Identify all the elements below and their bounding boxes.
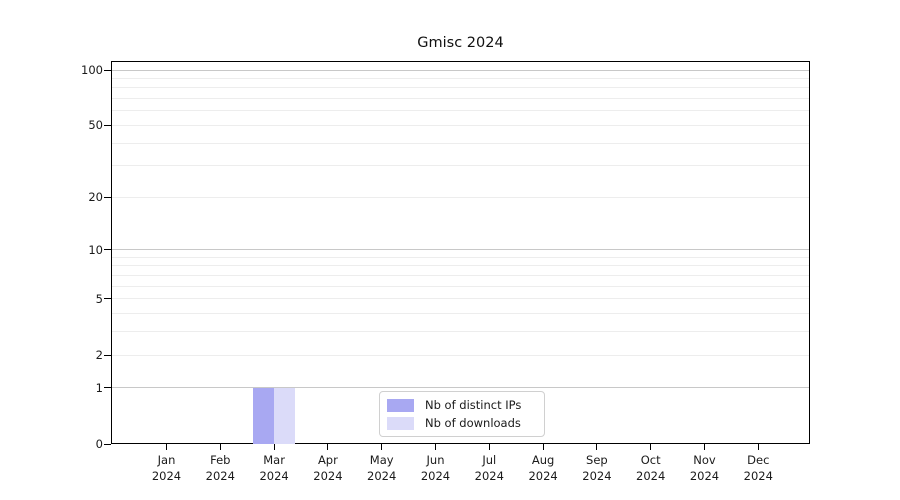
- x-tick-label: Feb 2024: [190, 452, 250, 484]
- gridline-minor: [112, 110, 809, 112]
- x-tick-label: Dec 2024: [728, 452, 788, 484]
- y-tick-label: 2: [95, 348, 103, 362]
- y-tick-mark: [104, 196, 111, 198]
- gridline-minor: [112, 196, 809, 198]
- x-tick-label: May 2024: [352, 452, 412, 484]
- x-tick-mark: [704, 444, 705, 450]
- legend-label-distinct-ips: Nb of distinct IPs: [425, 398, 522, 412]
- x-tick-label: Mar 2024: [244, 452, 304, 484]
- x-tick-mark: [650, 444, 652, 450]
- plot-area: [111, 61, 810, 444]
- x-tick-mark: [596, 444, 598, 450]
- y-tick-mark: [104, 443, 111, 445]
- x-tick-label-year: 2024: [689, 469, 720, 483]
- x-tick-label-month: May: [369, 453, 394, 467]
- x-tick-label-year: 2024: [313, 469, 343, 483]
- gridline-minor: [112, 285, 809, 287]
- y-tick-mark: [104, 249, 111, 251]
- x-tick-label-year: 2024: [205, 469, 235, 483]
- gridline-minor: [112, 165, 809, 167]
- x-tick-label-year: 2024: [420, 469, 451, 483]
- x-tick-label: Nov 2024: [675, 452, 735, 484]
- y-tick-label: 0: [95, 437, 103, 451]
- gridline-minor: [112, 98, 809, 100]
- y-tick-label: 1: [95, 380, 103, 395]
- y-tick-mark: [104, 124, 111, 126]
- x-tick-label-month: Dec: [747, 453, 770, 467]
- gridline-minor: [112, 124, 809, 126]
- chart-title: Gmisc 2024: [417, 35, 504, 51]
- x-tick-label-year: 2024: [528, 469, 558, 483]
- x-tick-label: Aug 2024: [513, 452, 573, 484]
- x-tick-label: Oct 2024: [621, 452, 681, 484]
- gridline-minor: [112, 313, 809, 315]
- y-tick-label: 10: [88, 242, 103, 257]
- x-tick-label-month: Sep: [586, 453, 608, 467]
- y-tick-label: 50: [88, 118, 103, 133]
- y-tick-label: 100: [81, 63, 103, 77]
- x-tick-label-month: Jun: [426, 453, 445, 467]
- x-tick-mark: [219, 444, 221, 450]
- y-tick-mark: [104, 69, 111, 71]
- bar-downloads: [274, 387, 296, 444]
- y-tick-label: 20: [88, 190, 103, 205]
- x-tick-label: Apr 2024: [298, 452, 358, 484]
- x-tick-mark: [327, 444, 329, 450]
- gridline-minor: [112, 265, 809, 267]
- gridline-minor: [112, 298, 809, 300]
- x-tick-mark: [488, 444, 490, 450]
- x-tick-mark: [381, 444, 383, 450]
- x-tick-label: Jun 2024: [406, 452, 466, 484]
- gridline-minor: [112, 77, 809, 79]
- gridline-minor: [112, 275, 809, 276]
- bar-distinct-ips: [253, 387, 275, 444]
- y-tick-mark: [104, 387, 111, 389]
- y-tick-mark: [104, 298, 111, 300]
- x-tick-mark: [542, 444, 544, 450]
- gridline-minor: [112, 142, 809, 144]
- x-tick-label-month: Aug: [531, 453, 555, 467]
- gridline-minor: [112, 354, 809, 356]
- x-tick-mark: [273, 444, 275, 450]
- x-tick-label-month: Nov: [693, 453, 716, 467]
- x-tick-label-month: Jan: [157, 453, 176, 467]
- legend-item-downloads: Nb of downloads: [387, 416, 537, 430]
- x-tick-mark: [757, 444, 759, 450]
- x-tick-label-year: 2024: [636, 469, 666, 483]
- x-tick-label-year: 2024: [259, 469, 289, 483]
- gridline-major: [112, 387, 809, 389]
- legend-swatch-downloads: [387, 416, 414, 430]
- x-tick-mark: [435, 444, 436, 450]
- x-tick-label: Jul 2024: [459, 452, 519, 484]
- x-tick-label-month: Feb: [210, 453, 231, 467]
- gridline-major: [112, 69, 809, 71]
- x-tick-label-year: 2024: [582, 469, 612, 483]
- y-tick-label: 5: [95, 291, 103, 306]
- legend-swatch-distinct-ips: [387, 398, 414, 412]
- x-tick-label-year: 2024: [743, 469, 773, 483]
- gridline-minor: [112, 331, 809, 333]
- gridline-minor: [112, 256, 809, 258]
- x-tick-label-year: 2024: [151, 469, 182, 483]
- y-tick-mark: [104, 354, 111, 356]
- legend-label-downloads: Nb of downloads: [425, 416, 521, 430]
- x-tick-mark: [166, 444, 167, 450]
- gridline-minor: [112, 87, 809, 89]
- x-tick-label-month: Mar: [263, 453, 285, 467]
- x-tick-label: Jan 2024: [137, 452, 197, 484]
- x-tick-label-month: Apr: [317, 453, 338, 467]
- x-tick-label-year: 2024: [474, 469, 504, 483]
- x-tick-label-month: Jul: [482, 453, 497, 467]
- gridline-major: [112, 249, 809, 251]
- legend-item-distinct-ips: Nb of distinct IPs: [387, 398, 537, 412]
- x-tick-label: Sep 2024: [567, 452, 627, 484]
- x-tick-label-month: Oct: [640, 453, 661, 467]
- legend: Nb of distinct IPs Nb of downloads: [379, 391, 545, 437]
- x-tick-label-year: 2024: [367, 469, 397, 483]
